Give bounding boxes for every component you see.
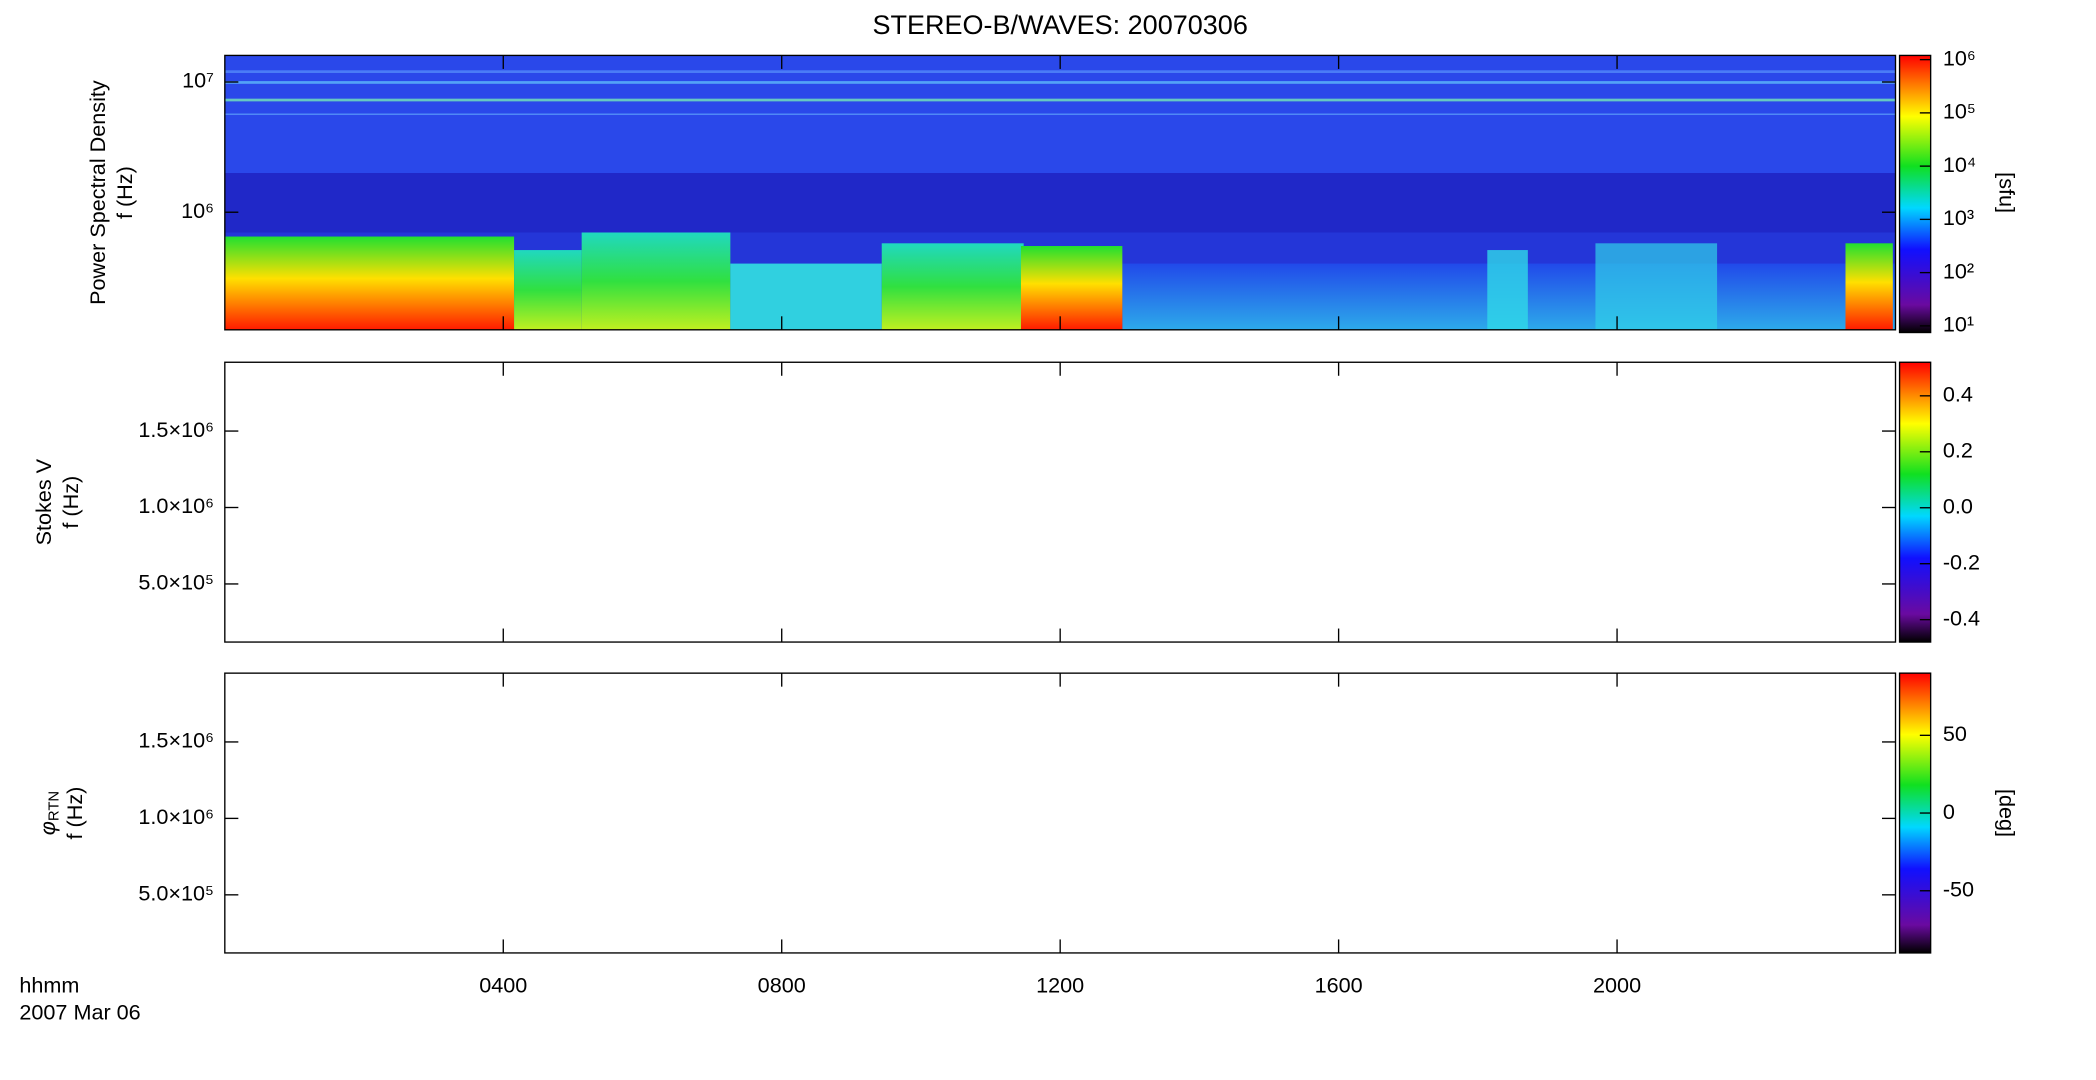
colorbar-tick-label: 10⁵ (1943, 99, 1976, 124)
colorbar-frame (1898, 361, 1932, 643)
colorbar-label: [deg] (1994, 789, 2019, 837)
colorbar-tick-label: 0.0 (1943, 493, 1973, 518)
colorbar-tick-label: 0.4 (1943, 382, 1973, 407)
y-tick-label: 1.5×10⁶ (138, 728, 214, 753)
x-tick-label: 0800 (758, 972, 806, 997)
plot-frame (224, 672, 1897, 954)
colorbar-tick-label: 10⁴ (1943, 152, 1976, 177)
colorbar-tick-label: -0.2 (1943, 549, 1980, 574)
x-tick-label: 1200 (1036, 972, 1084, 997)
y-axis-unit: f (Hz) (58, 476, 83, 529)
colorbar-tick-label: 0.2 (1943, 438, 1973, 463)
colorbar-tick-label: 10¹ (1943, 312, 1974, 337)
y-axis-label: Power Spectral Density (85, 80, 110, 305)
spectrogram (224, 55, 1896, 330)
x-tick-label: 2000 (1593, 972, 1641, 997)
colorbar-frame (1898, 54, 1932, 334)
y-axis-unit: f (Hz) (62, 787, 87, 840)
colorbar-label: [sfu] (1994, 172, 2019, 213)
colorbar-tick-label: 10³ (1943, 205, 1974, 230)
y-axis-label-name: φ (35, 821, 60, 835)
y-axis-label: Stokes V (31, 458, 56, 545)
x-axis-label: 2007 Mar 06 (19, 999, 140, 1024)
y-tick-label: 10⁶ (181, 198, 214, 223)
y-tick-label: 5.0×10⁵ (138, 570, 214, 595)
chart-title: STEREO-B/WAVES: 20070306 (872, 10, 1247, 40)
colorbar-tick-label: -0.4 (1943, 605, 1980, 630)
y-axis-unit: f (Hz) (112, 166, 137, 219)
x-tick-label: 0400 (479, 972, 527, 997)
y-tick-label: 10⁷ (182, 68, 214, 93)
y-tick-label: 1.0×10⁶ (138, 493, 214, 518)
colorbar-tick-label: 10² (1943, 258, 1974, 283)
colorbar-tick-label: 0 (1943, 799, 1955, 824)
x-tick-label: 1600 (1315, 972, 1363, 997)
y-tick-label: 5.0×10⁵ (138, 881, 214, 906)
y-axis-label: φRTN (35, 791, 63, 835)
plot-frame (224, 361, 1897, 643)
y-axis-label-name: Stokes V (31, 458, 56, 545)
colorbars (1899, 55, 1931, 953)
y-tick-label: 1.5×10⁶ (138, 417, 214, 442)
colorbar-tick-label: -50 (1943, 876, 1974, 901)
y-tick-label: 1.0×10⁶ (138, 804, 214, 829)
colorbar-tick-label: 10⁶ (1943, 45, 1976, 70)
y-axis-label-name: Power Spectral Density (85, 80, 110, 305)
x-axis-label: hhmm (19, 972, 79, 997)
colorbar-tick-label: 50 (1943, 721, 1967, 746)
y-axis-label-subscript: RTN (46, 791, 62, 821)
